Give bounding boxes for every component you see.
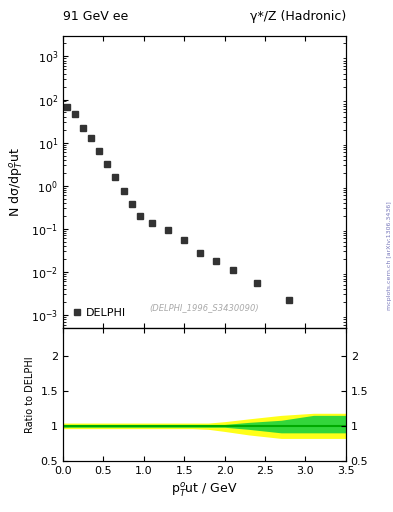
Text: γ*/Z (Hadronic): γ*/Z (Hadronic) <box>250 10 346 23</box>
DELPHI <box>214 258 219 264</box>
DELPHI <box>81 125 85 131</box>
DELPHI <box>165 227 170 233</box>
DELPHI <box>230 267 235 273</box>
Line: DELPHI: DELPHI <box>63 103 325 345</box>
Text: 91 GeV ee: 91 GeV ee <box>63 10 128 23</box>
DELPHI <box>113 174 118 180</box>
DELPHI <box>97 147 102 154</box>
Y-axis label: N dσ/dp$_{T}^{o}$ut: N dσ/dp$_{T}^{o}$ut <box>8 147 26 217</box>
DELPHI <box>198 249 203 255</box>
DELPHI <box>89 135 94 141</box>
Text: (DELPHI_1996_S3430090): (DELPHI_1996_S3430090) <box>150 303 259 312</box>
Y-axis label: Ratio to DELPHI: Ratio to DELPHI <box>25 356 35 433</box>
X-axis label: p$_{T}^{o}$ut / GeV: p$_{T}^{o}$ut / GeV <box>171 481 238 499</box>
DELPHI <box>121 188 126 194</box>
DELPHI <box>73 112 77 118</box>
DELPHI <box>319 338 324 344</box>
DELPHI <box>287 297 292 303</box>
Legend: DELPHI: DELPHI <box>68 304 131 323</box>
Text: mcplots.cern.ch [arXiv:1306.3436]: mcplots.cern.ch [arXiv:1306.3436] <box>387 202 392 310</box>
DELPHI <box>105 161 110 167</box>
DELPHI <box>137 213 142 219</box>
DELPHI <box>129 201 134 207</box>
DELPHI <box>255 280 259 286</box>
DELPHI <box>182 237 187 243</box>
DELPHI <box>149 220 154 226</box>
DELPHI <box>64 103 69 110</box>
